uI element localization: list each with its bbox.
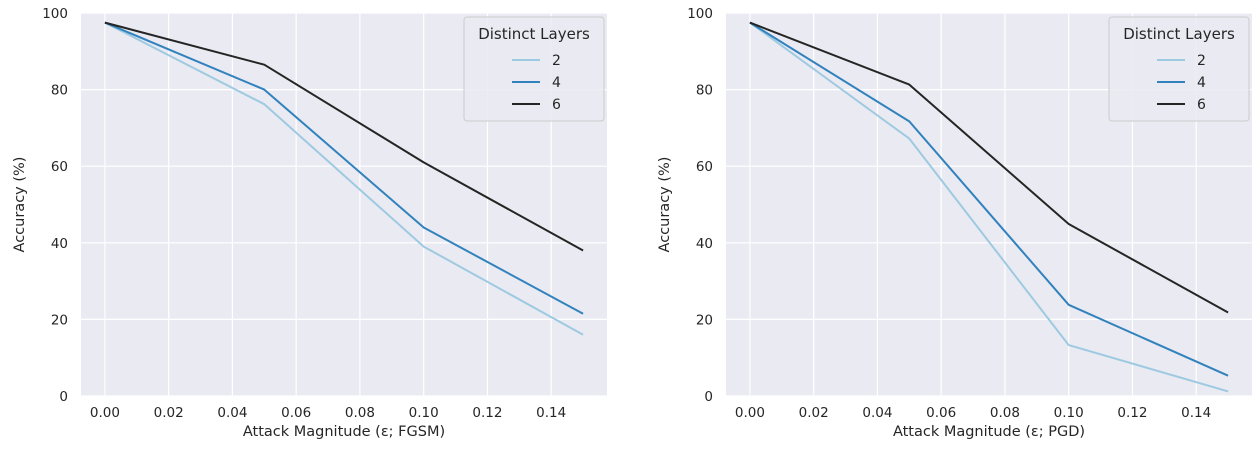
chart-1-y-tick-label: 40 — [51, 236, 68, 252]
chart-2-x-tick-label: 0.02 — [799, 405, 829, 421]
chart-1-y-tick-label: 20 — [51, 312, 68, 328]
chart-2: 0.00 0.02 0.04 0.06 0.08 0.10 0.12 0.14 0 20 40 60 8… — [657, 6, 1252, 440]
chart-1-series-line-6 — [104, 21, 584, 252]
chart-2-legend-label-2: 2 — [1197, 53, 1206, 69]
chart-1-y-tick-label: 100 — [42, 6, 68, 22]
chart-2-series-line-4 — [749, 21, 1229, 377]
chart-1-legend-label-2: 2 — [552, 53, 561, 69]
chart-2-y-tick-label: 100 — [687, 6, 713, 22]
chart-1-x-tick-label: 0.02 — [154, 405, 184, 421]
chart-2-legend-title: Distinct Layers — [1123, 25, 1235, 43]
chart-2-y-axis-label: Accuracy (%) — [657, 157, 673, 253]
chart-2-legend-box — [1108, 16, 1250, 122]
chart-1-x-tick-label: 0.06 — [281, 405, 311, 421]
chart-2-legend-label-4: 4 — [1197, 75, 1206, 91]
chart-1-legend-label-4: 4 — [552, 75, 561, 91]
chart-1-y-tick-label: 60 — [51, 159, 68, 175]
chart-2-x-tick-label: 0.14 — [1181, 405, 1211, 421]
chart-2-series-line-6 — [749, 21, 1229, 314]
chart-1-x-axis-label: Attack Magnitude (ε; FGSM) — [243, 424, 445, 440]
chart-1-legend-box — [463, 16, 605, 122]
chart-1: 0.00 0.02 0.04 0.06 0.08 0.10 0.12 0.14 0 20 40 60 8… — [12, 6, 607, 440]
chart-2-y-tick-label: 20 — [696, 312, 713, 328]
chart-1-series-line-2 — [104, 21, 584, 336]
chart-2-series-line-2 — [749, 21, 1229, 393]
chart-2-y-tick-label: 40 — [696, 236, 713, 252]
chart-1-series-line-4 — [104, 21, 584, 315]
chart-1-x-tick-label: 0.10 — [409, 405, 439, 421]
chart-1-y-tick-label: 80 — [51, 83, 68, 99]
chart-2-x-tick-label: 0.10 — [1054, 405, 1084, 421]
chart-1-x-tick-label: 0.14 — [536, 405, 566, 421]
chart-2-y-tick-label: 0 — [704, 389, 713, 405]
chart-1-y-axis-label: Accuracy (%) — [12, 157, 28, 253]
chart-1-legend-title: Distinct Layers — [478, 25, 590, 43]
chart-2-x-tick-label: 0.08 — [990, 405, 1020, 421]
chart-2-x-tick-label: 0.00 — [735, 405, 765, 421]
chart-1-x-tick-label: 0.00 — [90, 405, 120, 421]
chart-1-x-tick-label: 0.12 — [472, 405, 502, 421]
chart-2-legend-label-6: 6 — [1197, 97, 1206, 113]
chart-1-legend: Distinct Layers 2 4 6 — [463, 16, 605, 122]
chart-2-legend: Distinct Layers 2 4 6 — [1108, 16, 1250, 122]
chart-2-x-axis-label: Attack Magnitude (ε; PGD) — [893, 424, 1085, 440]
chart-2-x-tick-label: 0.04 — [862, 405, 892, 421]
chart-1-x-tick-label: 0.08 — [345, 405, 375, 421]
chart-1-y-tick-label: 0 — [59, 389, 68, 405]
chart-1-legend-label-6: 6 — [552, 97, 561, 113]
chart-2-x-tick-label: 0.06 — [926, 405, 956, 421]
chart-2-y-tick-label: 80 — [696, 83, 713, 99]
chart-2-x-tick-label: 0.12 — [1117, 405, 1147, 421]
chart-1-x-tick-label: 0.04 — [217, 405, 247, 421]
chart-2-y-tick-label: 60 — [696, 159, 713, 175]
